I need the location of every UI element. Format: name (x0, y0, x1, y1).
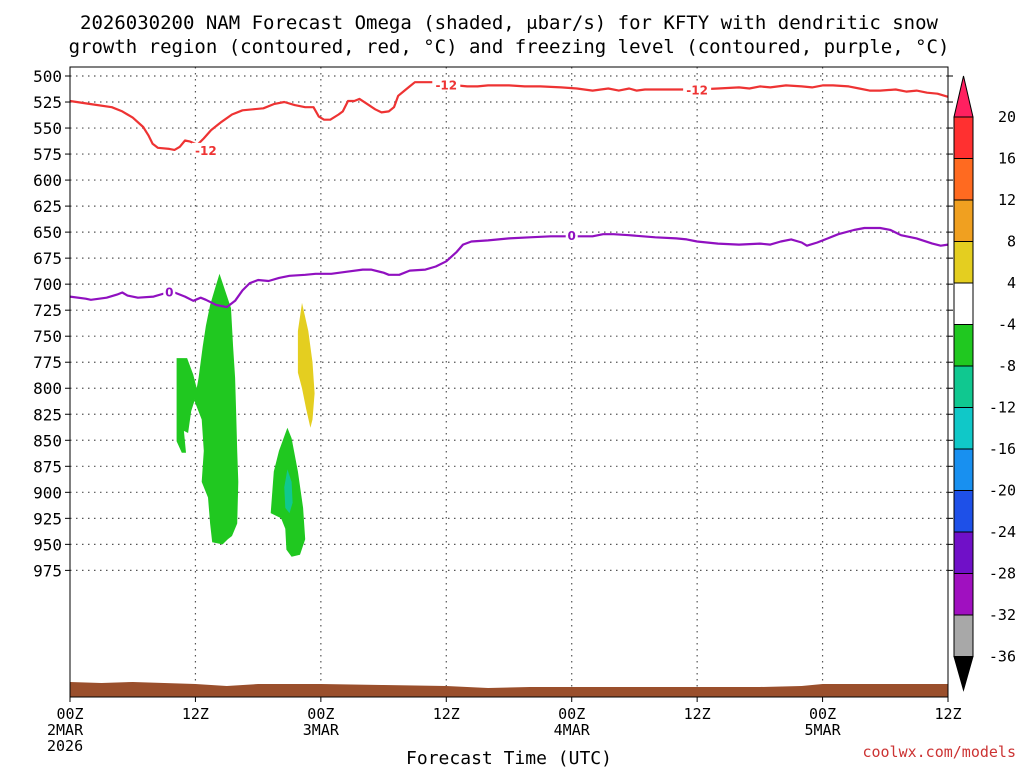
colorbar-label: 16 (998, 150, 1016, 168)
x-tick-label: 4MAR (554, 721, 591, 739)
colorbar-segment (953, 116, 974, 159)
colorbar-label: -28 (989, 565, 1016, 583)
colorbar-segment (953, 158, 974, 201)
colorbar-segment (953, 573, 974, 616)
y-tick-label: 900 (33, 483, 62, 502)
colorbar-segment (953, 282, 974, 325)
colorbar-label: -32 (989, 606, 1016, 624)
y-tick-label: 750 (33, 327, 62, 346)
plot-frame (69, 66, 949, 698)
y-tick-label: 700 (33, 275, 62, 294)
x-tick-label: 12Z (934, 705, 961, 723)
colorbar-label: -12 (989, 399, 1016, 417)
contour-label-bg (565, 228, 578, 243)
contour-label: -12 (435, 78, 457, 92)
y-tick-label: 675 (33, 249, 62, 268)
x-tick-label: 00Z (307, 705, 334, 723)
contour-label: -12 (686, 84, 708, 98)
contour-label-bg (191, 142, 220, 157)
colorbar-label: 12 (998, 191, 1016, 209)
colorbar: 20 16 12 8 4 -4 -8 -12 -16 -20 -24 -28 -32 -36 (953, 75, 1016, 692)
gridlines (70, 67, 948, 697)
contour-label-bg (683, 82, 712, 97)
omega-shaded-regions (176, 273, 315, 557)
chart-title-line-2: growth region (contoured, red, °C) and f… (69, 36, 950, 58)
contour-label: 0 (568, 229, 576, 243)
colorbar-segment (953, 199, 974, 242)
contour-label-bg (432, 77, 461, 92)
contour-label: -12 (195, 144, 217, 158)
terrain-ground (70, 682, 948, 697)
colorbar-top-arrow (953, 75, 974, 118)
contour-line-1 (69, 226, 949, 309)
colorbar-label: -4 (998, 316, 1016, 334)
colorbar-label: -24 (989, 523, 1016, 541)
x-tick-label: 00Z (809, 705, 836, 723)
omega-region-3 (284, 469, 293, 514)
terrain-fill (70, 682, 948, 697)
y-tick-label: 800 (33, 379, 62, 398)
omega-region-4 (297, 302, 315, 428)
y-tick-label: 925 (33, 509, 62, 528)
x-tick-label: 2026 (47, 737, 83, 755)
y-tick-label: 600 (33, 171, 62, 190)
y-tick-label: 825 (33, 405, 62, 424)
colorbar-segment (953, 241, 974, 284)
colorbar-segment (953, 531, 974, 574)
y-tick-label: 625 (33, 197, 62, 216)
y-tick-label: 950 (33, 535, 62, 554)
x-tick-label: 3MAR (303, 721, 340, 739)
y-tick-label: 650 (33, 223, 62, 242)
contour-label: 0 (165, 285, 173, 299)
colorbar-segment (953, 365, 974, 408)
x-tick-label: 12Z (684, 705, 711, 723)
colorbar-label: -8 (998, 357, 1016, 375)
colorbar-label: -36 (989, 648, 1016, 666)
colorbar-bottom-arrow (953, 656, 974, 692)
credit-text: coolwx.com/models (862, 743, 1016, 761)
y-tick-label: 500 (33, 67, 62, 86)
colorbar-label: 20 (998, 108, 1016, 126)
x-tick-label: 2MAR (47, 721, 84, 739)
x-tick-label: 00Z (558, 705, 585, 723)
y-tick-label: 550 (33, 119, 62, 138)
colorbar-segment (953, 324, 974, 367)
colorbar-label: -20 (989, 482, 1016, 500)
x-axis-label: Forecast Time (UTC) (406, 748, 612, 768)
y-tick-label: 525 (33, 93, 62, 112)
omega-region-0 (176, 358, 198, 453)
x-tick-label: 5MAR (805, 721, 842, 739)
x-tick-label: 00Z (56, 705, 83, 723)
contour-label-bg (163, 284, 176, 299)
chart-title-line-1: 2026030200 NAM Forecast Omega (shaded, μ… (80, 12, 938, 34)
colorbar-label: 8 (1007, 233, 1016, 251)
y-tick-label: 975 (33, 561, 62, 580)
colorbar-segment (953, 614, 974, 657)
colorbar-label: 4 (1007, 274, 1016, 292)
y-tick-label: 775 (33, 353, 62, 372)
colorbar-label: -16 (989, 440, 1016, 458)
x-tick-label: 12Z (433, 705, 460, 723)
y-tick-label: 725 (33, 301, 62, 320)
y-tick-label: 850 (33, 431, 62, 450)
omega-region-1 (194, 273, 239, 545)
colorbar-segment (953, 407, 974, 450)
y-tick-label: 575 (33, 145, 62, 164)
contour-labels: -12 -12 -12 0 0 (163, 77, 712, 299)
colorbar-segment (953, 490, 974, 533)
colorbar-segment (953, 448, 974, 491)
x-tick-label: 12Z (182, 705, 209, 723)
y-tick-label: 875 (33, 457, 62, 476)
y-axis-ticks: 500 525 550 575 600 625 650 675 700 725 750 775 800 8… (33, 67, 953, 580)
